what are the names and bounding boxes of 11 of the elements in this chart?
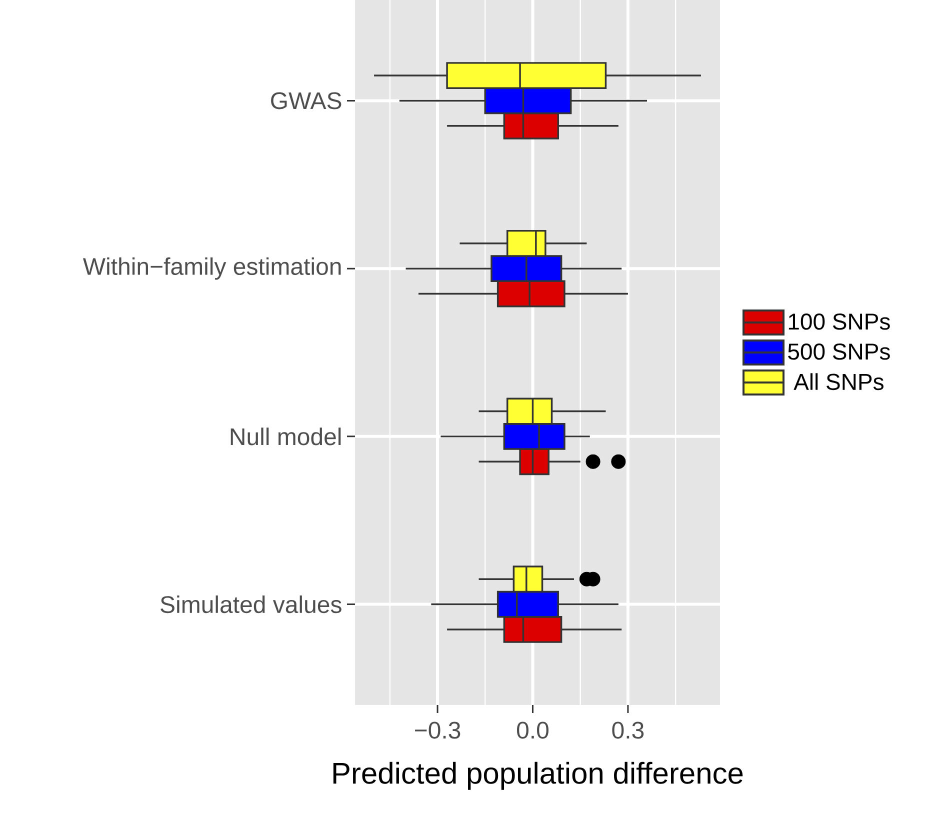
legend-label: All SNPs [794,373,884,390]
y-tick-label: Null model [230,428,341,446]
y-tick-label: Within−family estimation [82,257,341,280]
y-tick-label: GWAS [271,92,342,110]
x-tick-label: 0.0 [517,722,548,739]
legend-label: 100 SNPs [788,313,890,330]
x-tick-label: 0.3 [612,722,644,739]
y-tick-label: Simulated values [160,595,342,614]
legend-label: 500 SNPs [788,343,890,360]
x-tick-label: −0.3 [415,722,460,739]
x-axis-title: Predicted population difference [333,762,743,790]
